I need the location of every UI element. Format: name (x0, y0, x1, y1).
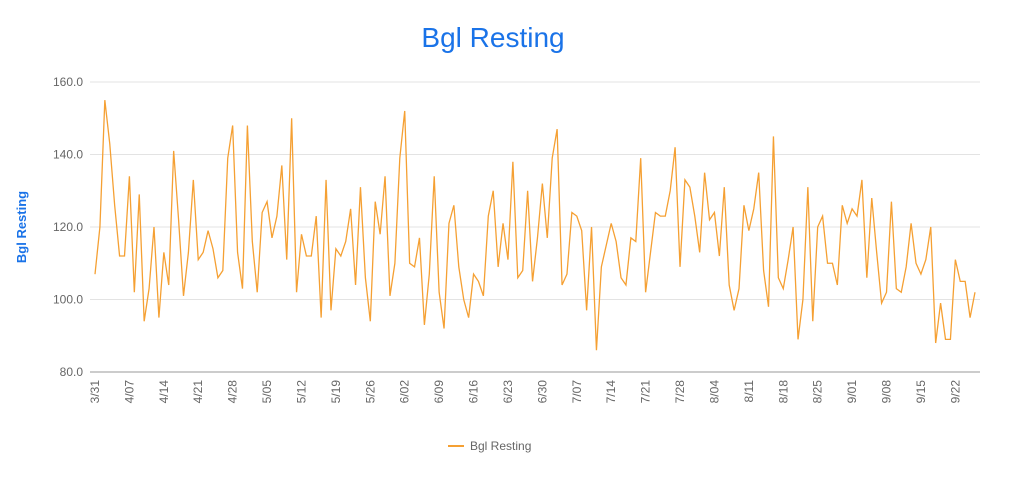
y-tick-label: 140.0 (53, 148, 83, 162)
x-tick-label: 4/21 (191, 380, 205, 404)
x-tick-label: 9/01 (845, 380, 859, 404)
x-tick-label: 5/05 (260, 380, 274, 404)
x-tick-label: 9/08 (880, 380, 894, 404)
chart-title: Bgl Resting (421, 22, 564, 53)
legend-label: Bgl Resting (470, 439, 531, 453)
x-tick-label: 8/04 (707, 380, 721, 404)
x-tick-label: 9/22 (948, 380, 962, 404)
x-tick-label: 7/21 (639, 380, 653, 404)
x-tick-label: 7/28 (673, 380, 687, 404)
x-tick-label: 6/16 (467, 380, 481, 404)
x-tick-label: 4/14 (157, 380, 171, 404)
x-tick-label: 4/07 (122, 380, 136, 404)
y-tick-label: 80.0 (60, 365, 84, 379)
x-tick-label: 4/28 (226, 380, 240, 404)
x-tick-label: 6/30 (535, 380, 549, 404)
x-tick-label: 6/09 (432, 380, 446, 404)
x-tick-label: 8/25 (811, 380, 825, 404)
x-tick-label: 7/14 (604, 380, 618, 404)
x-tick-label: 3/31 (88, 380, 102, 404)
x-tick-label: 9/15 (914, 380, 928, 404)
x-tick-label: 5/12 (294, 380, 308, 404)
x-tick-label: 8/11 (742, 380, 756, 403)
y-tick-label: 100.0 (53, 293, 83, 307)
x-tick-label: 5/19 (329, 380, 343, 404)
x-tick-label: 8/18 (776, 380, 790, 404)
y-tick-label: 120.0 (53, 220, 83, 234)
y-axis-label: Bgl Resting (14, 191, 29, 263)
y-tick-label: 160.0 (53, 75, 83, 89)
x-tick-label: 6/02 (398, 380, 412, 404)
x-tick-label: 5/26 (363, 380, 377, 404)
data-line (94, 100, 976, 351)
x-tick-label: 7/07 (570, 380, 584, 404)
x-tick-label: 6/23 (501, 380, 515, 404)
